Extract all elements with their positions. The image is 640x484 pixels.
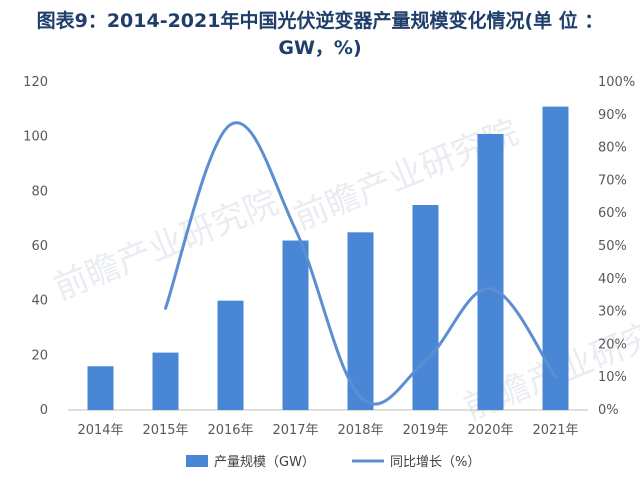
y-right-tick-label: 30% [598, 305, 627, 320]
chart-title: 图表9：2014-2021年中国光伏逆变器产量规模变化情况(单 位 ： GW，%… [0, 8, 640, 62]
y-right-tick-label: 70% [598, 173, 627, 188]
y-left-tick-label: 80 [31, 184, 48, 199]
bar [347, 232, 374, 410]
y-left-tick-label: 40 [31, 294, 48, 309]
y-right-tick-label: 90% [598, 108, 627, 123]
y-right-tick-label: 20% [598, 337, 627, 352]
bar [542, 106, 569, 410]
y-right-tick-label: 80% [598, 141, 627, 156]
x-tick-label: 2017年 [272, 423, 318, 438]
y-right-tick-label: 40% [598, 272, 627, 287]
y-right-tick-label: 100% [598, 75, 635, 90]
legend: 产量规模（GW） 同比增长（%） [186, 455, 480, 470]
line-series [164, 121, 557, 406]
watermark-text: 前瞻产业研究院 [48, 182, 284, 308]
y-left-tick-label: 100 [23, 130, 48, 145]
bar [477, 133, 504, 410]
bar [152, 352, 179, 410]
bar [282, 240, 309, 410]
legend-line-label: 同比增长（%） [390, 455, 480, 470]
y-right-tick-label: 60% [598, 206, 627, 221]
x-tick-label: 2021年 [532, 423, 578, 438]
y-right-tick-label: 50% [598, 239, 627, 254]
growth-line [164, 121, 557, 406]
bar [217, 300, 244, 410]
x-tick-label: 2019年 [402, 423, 448, 438]
bar [87, 366, 114, 410]
x-tick-label: 2014年 [77, 423, 123, 438]
chart-title-line1: 图表9：2014-2021年中国光伏逆变器产量规模变化情况(单 位 ： [36, 10, 604, 32]
x-tick-label: 2018年 [337, 423, 383, 438]
y-left-tick-label: 0 [40, 403, 48, 418]
x-tick-label: 2020年 [467, 423, 513, 438]
chart-title-line2: GW，%) [278, 37, 362, 59]
y-left-tick-label: 60 [31, 239, 48, 254]
bar [412, 205, 439, 410]
x-tick-label: 2016年 [207, 423, 253, 438]
legend-bar-swatch [186, 455, 208, 467]
y-right-tick-label: 10% [598, 370, 627, 385]
x-tick-label: 2015年 [142, 423, 188, 438]
y-right-tick-label: 0% [598, 403, 619, 418]
legend-bar-label: 产量规模（GW） [214, 455, 315, 470]
y-left-tick-label: 120 [23, 75, 48, 90]
y-left-tick-label: 20 [31, 348, 48, 363]
bar-series [87, 106, 569, 410]
